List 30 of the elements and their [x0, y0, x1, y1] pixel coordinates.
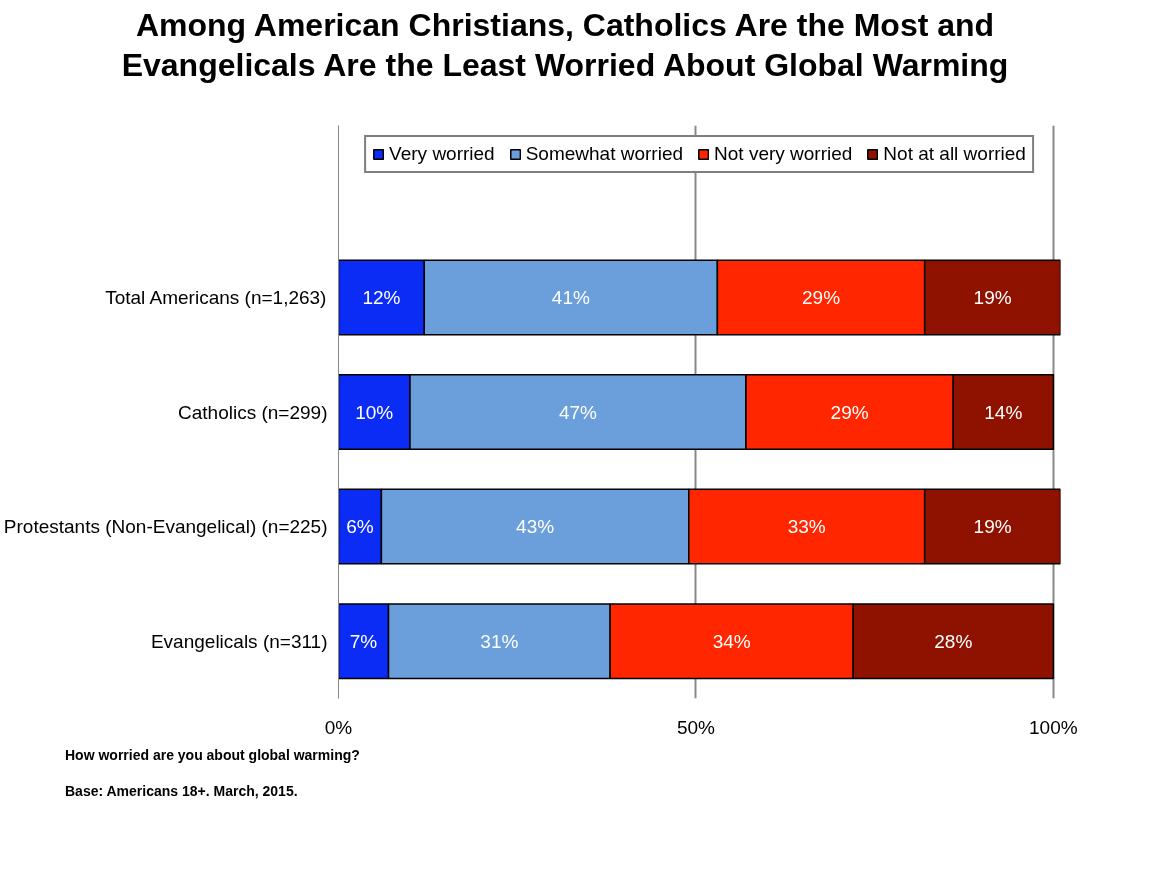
legend-label: Very worried — [389, 143, 495, 165]
data-label: 41% — [551, 286, 590, 308]
x-tick-label: 100% — [1029, 716, 1078, 738]
legend-label: Not at all worried — [883, 143, 1026, 165]
legend-label: Somewhat worried — [525, 143, 684, 165]
y-tick-label: Protestants (Non-Evangelical) (n=225) — [3, 516, 328, 538]
x-tick-label: 50% — [676, 716, 716, 738]
data-label: 14% — [984, 401, 1023, 423]
data-label: 7% — [349, 630, 378, 652]
data-label: 19% — [973, 516, 1012, 538]
text: How worried are you about global warming? — [65, 746, 360, 765]
data-label: 10% — [355, 401, 394, 423]
data-label: 34% — [712, 630, 751, 652]
y-tick-label: Catholics (n=299) — [178, 401, 328, 423]
x-tick-label: 0% — [324, 716, 353, 738]
legend-label: Not very worried — [714, 143, 853, 165]
data-label: 43% — [516, 516, 555, 538]
data-label: 33% — [787, 516, 826, 538]
data-label: 19% — [973, 286, 1012, 308]
chart-title: Among American Christians, Catholics Are the Most and Evangelicals Are the Least Worried About Global Warming — [120, 6, 1010, 85]
text: Base: Americans 18+. March, 2015. — [65, 782, 298, 801]
data-label: 29% — [830, 401, 869, 423]
data-label: 12% — [362, 286, 401, 308]
data-label: 31% — [480, 630, 519, 652]
y-tick-label: Evangelicals (n=311) — [150, 630, 328, 652]
y-tick-label: Total Americans (n=1,263) — [105, 286, 327, 308]
data-label: 47% — [558, 401, 598, 423]
data-label: 29% — [802, 286, 841, 308]
data-label: 28% — [934, 630, 973, 652]
data-label: 6% — [346, 516, 374, 538]
